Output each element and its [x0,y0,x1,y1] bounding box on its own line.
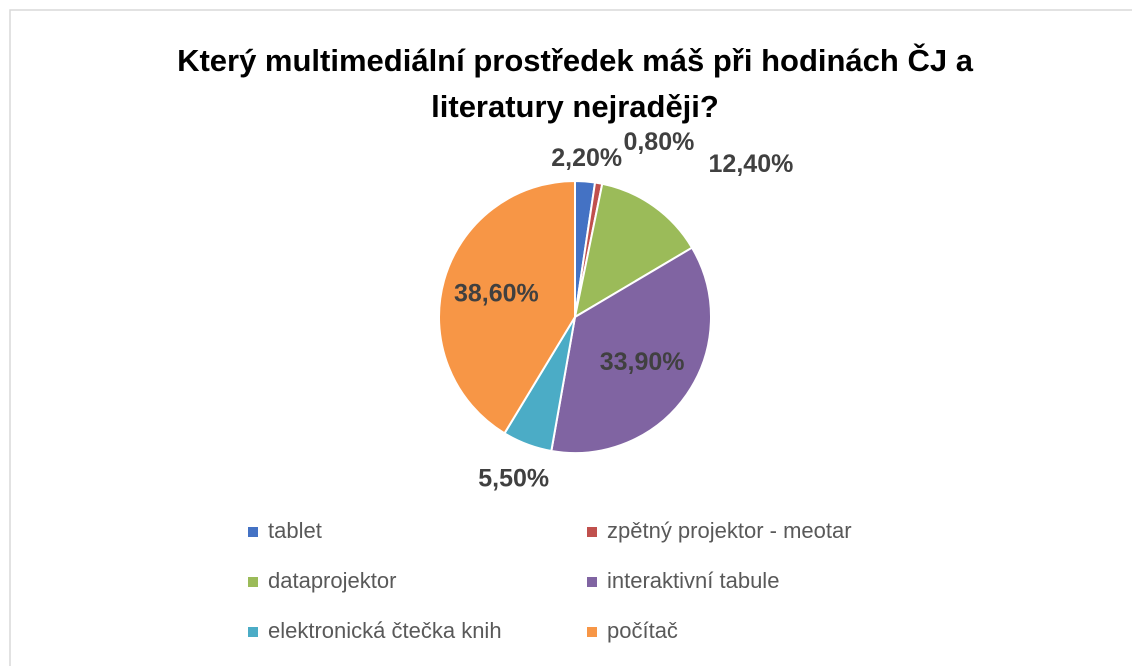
chart-title: Který multimediální prostředek máš při h… [177,43,973,124]
legend-label: interaktivní tabule [607,568,779,593]
pie-slice [550,246,712,454]
legend-label: zpětný projektor - meotar [607,518,852,543]
data-label: 5,50% [478,464,549,492]
legend-swatch [587,627,597,637]
data-label: 12,40% [709,150,794,178]
data-label: 0,80% [623,128,694,156]
data-label: 33,90% [600,348,685,376]
legend-label: elektronická čtečka knih [268,618,502,643]
legend-swatch [248,577,258,587]
legend-swatch [587,577,597,587]
legend-label: počítač [607,618,678,643]
legend-swatch [587,527,597,537]
legend-swatch [248,527,258,537]
data-label: 38,60% [454,280,539,308]
pie-slice [573,182,694,320]
pie-slice [438,179,576,435]
legend-swatch [248,627,258,637]
chart-border [9,9,1132,666]
legend-label: dataprojektor [268,568,396,593]
data-label: 2,20% [551,144,622,172]
legend-label: tablet [268,518,322,543]
